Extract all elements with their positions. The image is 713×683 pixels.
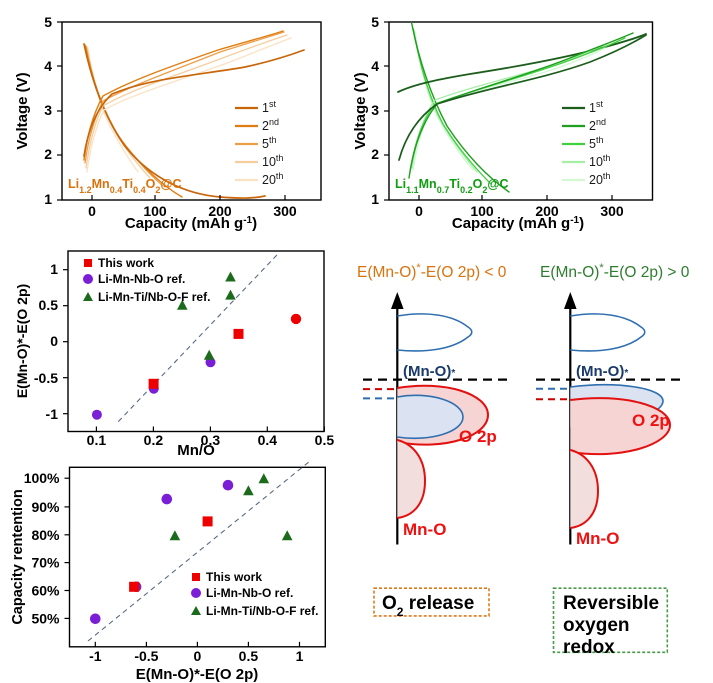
svg-text:300: 300 [273,203,297,219]
svg-text:70%: 70% [31,555,60,571]
svg-text:-1: -1 [89,648,102,664]
svg-text:5th: 5th [262,135,276,151]
svg-text:-0.5: -0.5 [34,370,58,386]
svg-text:E(Mn-O)*-E(O 2p) < 0: E(Mn-O)*-E(O 2p) < 0 [357,262,507,281]
svg-text:100%: 100% [24,470,60,486]
svg-text:90%: 90% [31,499,60,515]
svg-text:3: 3 [371,102,379,118]
svg-text:3: 3 [44,102,52,118]
svg-text:0.4: 0.4 [258,432,278,448]
svg-text:4: 4 [371,58,379,74]
svg-text:(Mn-O)*: (Mn-O)* [576,363,628,380]
svg-text:oxygen: oxygen [563,615,630,636]
svg-text:4: 4 [44,58,52,74]
svg-text:60%: 60% [31,583,60,599]
svg-text:E(Mn-O)*-E(O 2p): E(Mn-O)*-E(O 2p) [136,666,258,683]
svg-text:Li1.1Mn0.7Ti0.2O2@C: Li1.1Mn0.7Ti0.2O2@C [395,177,509,195]
svg-text:Li-Mn-Ti/Nb-O-F ref.: Li-Mn-Ti/Nb-O-F ref. [98,290,210,304]
svg-text:50%: 50% [31,610,60,626]
svg-text:O2 release: O2 release [382,593,474,619]
svg-text:O 2p: O 2p [459,427,497,446]
svg-text:0.2: 0.2 [144,432,164,448]
svg-text:2nd: 2nd [589,117,606,133]
svg-text:This work: This work [206,570,262,584]
svg-text:Voltage (V): Voltage (V) [14,72,31,149]
svg-text:E(Mn-O)*-E(O 2p) > 0: E(Mn-O)*-E(O 2p) > 0 [540,262,690,281]
svg-text:20th: 20th [589,171,610,187]
svg-text:This work: This work [98,256,154,270]
svg-text:5: 5 [44,14,52,30]
svg-text:1: 1 [296,648,304,664]
svg-text:Li1.2Mn0.4Ti0.4O2@C: Li1.2Mn0.4Ti0.4O2@C [68,177,182,195]
svg-text:80%: 80% [31,527,60,543]
svg-text:(Mn-O)*: (Mn-O)* [403,363,455,380]
svg-text:2nd: 2nd [262,117,279,133]
svg-text:1st: 1st [589,99,603,115]
svg-text:Mn-O: Mn-O [403,520,446,539]
svg-text:20th: 20th [262,171,283,187]
svg-text:5: 5 [371,14,379,30]
svg-text:0.5: 0.5 [315,432,335,448]
svg-text:E(Mn-O)*-E(O 2p): E(Mn-O)*-E(O 2p) [14,284,30,398]
svg-text:Voltage (V): Voltage (V) [352,72,369,149]
svg-text:0: 0 [415,203,423,219]
svg-text:1: 1 [371,191,379,207]
svg-text:Capacity rentention: Capacity rentention [10,489,26,624]
svg-text:1st: 1st [262,99,276,115]
svg-text:2: 2 [371,146,379,162]
svg-text:redox: redox [563,637,615,658]
svg-text:10th: 10th [262,153,283,169]
svg-text:0.5: 0.5 [239,648,259,664]
svg-text:2: 2 [44,146,52,162]
svg-text:Li-Mn-Nb-O ref.: Li-Mn-Nb-O ref. [98,272,185,286]
svg-text:O 2p: O 2p [632,411,670,430]
svg-text:300: 300 [600,203,624,219]
svg-text:0: 0 [194,648,202,664]
svg-text:Li-Mn-Nb-O ref.: Li-Mn-Nb-O ref. [206,586,293,600]
svg-text:-0.5: -0.5 [134,648,158,664]
svg-text:0: 0 [88,203,96,219]
svg-text:0.1: 0.1 [87,432,107,448]
svg-text:1: 1 [50,261,58,277]
svg-text:0: 0 [50,333,58,349]
svg-text:1: 1 [44,191,52,207]
svg-text:0.5: 0.5 [39,297,59,313]
svg-text:Mn-O: Mn-O [576,529,619,548]
svg-text:Li-Mn-Ti/Nb-O-F ref.: Li-Mn-Ti/Nb-O-F ref. [206,604,318,618]
svg-text:-1: -1 [46,406,59,422]
svg-text:Reversible: Reversible [563,593,659,614]
svg-text:10th: 10th [589,153,610,169]
svg-text:5th: 5th [589,135,603,151]
